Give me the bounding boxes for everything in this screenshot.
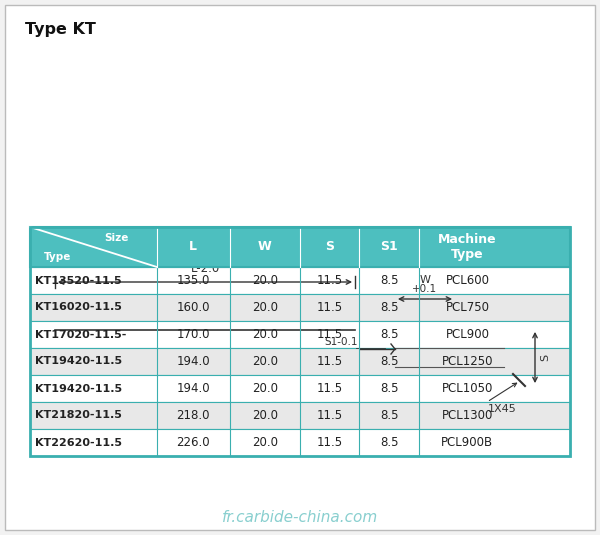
Bar — [30, 227, 570, 267]
Text: 218.0: 218.0 — [176, 409, 210, 422]
Bar — [30, 402, 570, 429]
Text: 11.5: 11.5 — [317, 301, 343, 314]
Text: 8.5: 8.5 — [380, 274, 398, 287]
Bar — [455, 329, 525, 386]
Text: 135.0: 135.0 — [176, 274, 210, 287]
Text: 20.0: 20.0 — [252, 328, 278, 341]
Text: L: L — [190, 241, 197, 254]
Text: W: W — [258, 241, 272, 254]
Text: PCL900B: PCL900B — [442, 436, 493, 449]
Text: 11.5: 11.5 — [317, 328, 343, 341]
Text: S1: S1 — [380, 241, 398, 254]
Text: S: S — [325, 241, 334, 254]
Text: 194.0: 194.0 — [176, 355, 210, 368]
Bar — [30, 294, 570, 321]
Text: 8.5: 8.5 — [380, 301, 398, 314]
Text: 194.0: 194.0 — [176, 382, 210, 395]
Bar — [395, 315, 455, 400]
Text: fr.carbide-china.com: fr.carbide-china.com — [222, 510, 378, 525]
Text: Machine
Type: Machine Type — [438, 233, 497, 261]
Text: 20.0: 20.0 — [252, 274, 278, 287]
Text: 8.5: 8.5 — [380, 355, 398, 368]
Text: KT19420-11.5: KT19420-11.5 — [35, 356, 122, 366]
Text: L-2.0: L-2.0 — [190, 262, 220, 275]
Text: KT19420-11.5: KT19420-11.5 — [35, 384, 122, 394]
Text: Size: Size — [104, 233, 128, 243]
Text: 20.0: 20.0 — [252, 382, 278, 395]
Text: KT17020-11.5-: KT17020-11.5- — [35, 330, 127, 340]
Text: 11.5: 11.5 — [317, 355, 343, 368]
Text: 11.5: 11.5 — [317, 274, 343, 287]
Text: 20.0: 20.0 — [252, 436, 278, 449]
Text: KT22620-11.5: KT22620-11.5 — [35, 438, 122, 447]
FancyBboxPatch shape — [5, 5, 595, 530]
Text: 170.0: 170.0 — [176, 328, 210, 341]
Text: PCL1300: PCL1300 — [442, 409, 493, 422]
Bar — [55, 300, 355, 360]
Bar — [30, 429, 570, 456]
Text: +0.1: +0.1 — [412, 284, 437, 294]
Text: 226.0: 226.0 — [176, 436, 210, 449]
Text: 11.5: 11.5 — [317, 409, 343, 422]
Text: 8.5: 8.5 — [380, 382, 398, 395]
Text: KT21820-11.5: KT21820-11.5 — [35, 410, 122, 421]
Text: S: S — [540, 354, 550, 361]
Text: 8.5: 8.5 — [380, 409, 398, 422]
Text: Type KT: Type KT — [25, 22, 96, 37]
Text: W: W — [419, 275, 431, 285]
Text: 1X45: 1X45 — [488, 404, 517, 414]
Bar — [30, 375, 570, 402]
Bar — [30, 321, 570, 348]
Bar — [30, 227, 570, 456]
Bar — [30, 267, 570, 294]
Bar — [30, 348, 570, 375]
Text: 20.0: 20.0 — [252, 355, 278, 368]
Text: PCL600: PCL600 — [445, 274, 490, 287]
Text: 8.5: 8.5 — [380, 436, 398, 449]
Text: PCL1250: PCL1250 — [442, 355, 493, 368]
Text: 20.0: 20.0 — [252, 301, 278, 314]
Text: 11.5: 11.5 — [317, 382, 343, 395]
Text: 160.0: 160.0 — [176, 301, 210, 314]
Text: Type: Type — [44, 252, 71, 262]
Text: 8.5: 8.5 — [380, 328, 398, 341]
Text: PCL750: PCL750 — [445, 301, 490, 314]
Text: 11.5: 11.5 — [317, 436, 343, 449]
Text: KT16020-11.5: KT16020-11.5 — [35, 302, 122, 312]
Text: KT13520-11.5: KT13520-11.5 — [35, 276, 122, 286]
Text: PCL1050: PCL1050 — [442, 382, 493, 395]
Text: S1-0.1: S1-0.1 — [325, 337, 358, 347]
Text: PCL900: PCL900 — [445, 328, 490, 341]
Text: 20.0: 20.0 — [252, 409, 278, 422]
Polygon shape — [513, 374, 525, 386]
